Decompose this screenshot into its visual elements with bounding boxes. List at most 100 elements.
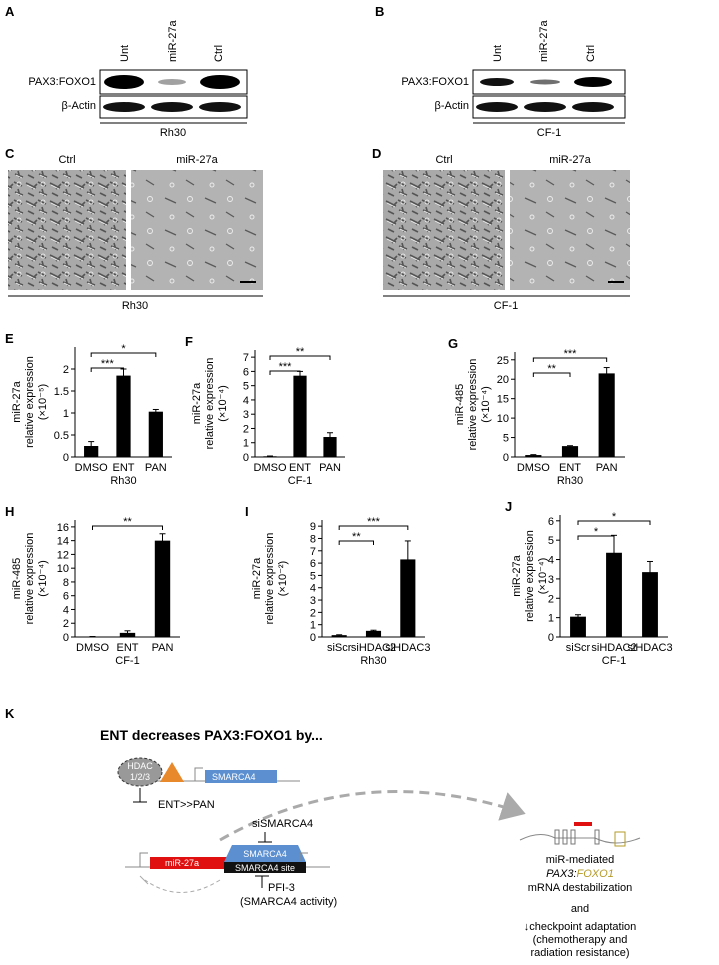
y-tick-label: 6 bbox=[63, 591, 69, 603]
y-tick-label: 6 bbox=[243, 366, 249, 378]
significance-label: ** bbox=[123, 516, 132, 528]
x-tick-label: DMSO bbox=[254, 462, 287, 474]
x-tick-label: PAN bbox=[596, 462, 618, 474]
y-tick-label: 3 bbox=[310, 595, 316, 607]
y-axis-label: (×10⁻²) bbox=[277, 561, 289, 596]
exon bbox=[615, 832, 625, 846]
x-axis-label: Rh30 bbox=[110, 475, 136, 487]
panel-label: C bbox=[5, 146, 15, 161]
band bbox=[572, 102, 614, 112]
y-axis-label: (×10⁻⁵) bbox=[37, 384, 49, 420]
band bbox=[199, 102, 241, 112]
y-tick-label: 2 bbox=[243, 423, 249, 435]
cell-line: CF-1 bbox=[537, 127, 561, 139]
condition-label: miR-27a bbox=[549, 154, 591, 166]
x-tick-label: PAN bbox=[319, 462, 341, 474]
y-tick-label: 10 bbox=[57, 563, 69, 575]
x-tick-label: DMSO bbox=[517, 462, 550, 474]
y-tick-label: 25 bbox=[497, 355, 509, 367]
exon bbox=[595, 830, 599, 844]
lane-label: Unt bbox=[492, 45, 504, 62]
significance-label: ** bbox=[547, 363, 556, 375]
y-axis-label: miR-27a bbox=[511, 554, 523, 596]
micrograph bbox=[510, 170, 630, 290]
y-axis-label: miR-485 bbox=[11, 558, 23, 600]
cell-line: Rh30 bbox=[160, 127, 186, 139]
significance-label: *** bbox=[564, 348, 578, 360]
knockdown-label: siSMARCA4 bbox=[252, 818, 313, 830]
row-label: β-Actin bbox=[435, 100, 469, 112]
y-tick-label: 1 bbox=[548, 613, 554, 625]
bar bbox=[293, 376, 306, 457]
promoter bbox=[140, 853, 148, 867]
y-tick-label: 0 bbox=[310, 632, 316, 644]
protein-label: SMARCA4 bbox=[243, 849, 287, 859]
panel-label: J bbox=[505, 499, 512, 514]
significance-label: * bbox=[121, 343, 126, 355]
band bbox=[476, 102, 518, 112]
y-tick-label: 3 bbox=[243, 409, 249, 421]
outcome: miR-mediated bbox=[546, 854, 614, 866]
band bbox=[104, 75, 144, 89]
y-tick-label: 0 bbox=[243, 452, 249, 464]
band bbox=[480, 78, 514, 86]
y-tick-label: 0 bbox=[503, 452, 509, 464]
y-axis-label: relative expression bbox=[24, 356, 36, 448]
y-tick-label: 2 bbox=[63, 618, 69, 630]
y-tick-label: 2 bbox=[63, 364, 69, 376]
panel-label: G bbox=[448, 336, 458, 351]
y-tick-label: 2 bbox=[548, 593, 554, 605]
band bbox=[574, 77, 612, 87]
feedback-end bbox=[140, 876, 148, 884]
band bbox=[103, 102, 145, 112]
band bbox=[158, 79, 186, 85]
y-tick-label: 7 bbox=[310, 546, 316, 558]
band bbox=[524, 102, 566, 112]
y-axis-label: miR-485 bbox=[454, 384, 466, 426]
gene-a: PAX3: bbox=[546, 868, 576, 880]
drug-label: (SMARCA4 activity) bbox=[240, 896, 337, 908]
x-tick-label: ENT bbox=[117, 642, 139, 654]
micrograph bbox=[8, 170, 126, 290]
y-axis-label: miR-27a bbox=[251, 557, 263, 599]
promoter bbox=[195, 768, 203, 781]
micrograph bbox=[383, 170, 505, 290]
significance-label: *** bbox=[367, 516, 381, 528]
mrna bbox=[520, 834, 640, 843]
inhibit bbox=[255, 876, 269, 888]
bar bbox=[155, 541, 170, 637]
row-label: β-Actin bbox=[62, 100, 96, 112]
y-axis-label: (×10⁻⁴) bbox=[217, 385, 229, 422]
y-axis-label: miR-27a bbox=[11, 380, 23, 422]
significance-label: * bbox=[594, 526, 599, 538]
lane-label: Ctrl bbox=[213, 45, 225, 62]
y-axis-label: relative expression bbox=[24, 533, 36, 625]
y-tick-label: 10 bbox=[497, 413, 509, 425]
y-tick-label: 12 bbox=[57, 549, 69, 561]
x-axis-label: Rh30 bbox=[360, 655, 386, 667]
y-axis-label: (×10⁻⁴) bbox=[37, 560, 49, 597]
bar bbox=[116, 376, 130, 457]
lane-label: miR-27a bbox=[167, 20, 179, 62]
x-tick-label: PAN bbox=[145, 462, 167, 474]
y-tick-label: 6 bbox=[310, 558, 316, 570]
x-tick-label: siScr bbox=[566, 642, 591, 654]
hdac-label: 1/2/3 bbox=[130, 772, 150, 782]
panel-label: H bbox=[5, 504, 14, 519]
band bbox=[151, 102, 193, 112]
y-tick-label: 4 bbox=[243, 395, 249, 407]
hdac-label: HDAC bbox=[127, 761, 153, 771]
y-axis-label: miR-27a bbox=[191, 382, 203, 424]
significance-label: ** bbox=[352, 531, 361, 543]
lane-label: miR-27a bbox=[538, 20, 550, 62]
outcome-gene: PAX3:FOXO1 bbox=[546, 868, 614, 880]
y-tick-label: 14 bbox=[57, 536, 69, 548]
y-tick-label: 8 bbox=[310, 533, 316, 545]
x-axis-label: CF-1 bbox=[288, 475, 312, 487]
panel-label: K bbox=[5, 706, 15, 721]
bar bbox=[149, 412, 163, 457]
mirna-label: miR-27a bbox=[165, 858, 199, 868]
gene-label: SMARCA4 bbox=[212, 772, 256, 782]
feedback bbox=[145, 880, 220, 893]
